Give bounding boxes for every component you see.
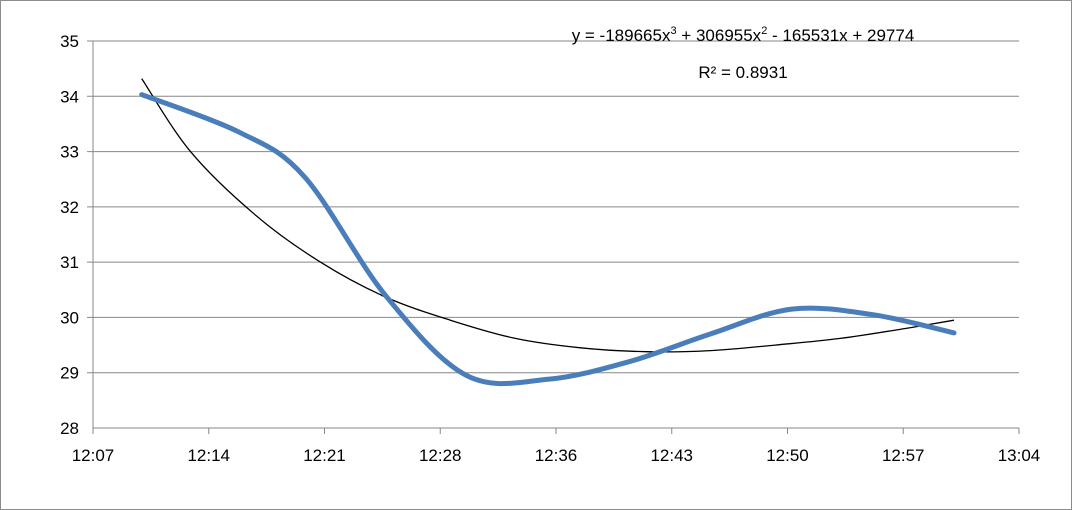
x-tick-label: 12:50 (766, 446, 809, 465)
x-tick-label: 12:14 (187, 446, 230, 465)
data-point (384, 294, 386, 296)
data-series (139, 92, 957, 387)
series-line-0 (139, 92, 957, 387)
y-tick-label: 31 (60, 253, 79, 272)
trendline-path (141, 78, 955, 353)
y-tick-label: 32 (60, 198, 79, 217)
data-point (872, 314, 874, 316)
x-tick-label: 12:28 (419, 446, 462, 465)
y-tick-labels: 28 29 30 31 32 33 34 35 (60, 32, 79, 438)
data-point (953, 332, 955, 334)
data-point (709, 333, 711, 335)
x-tick-label: 12:07 (72, 446, 115, 465)
trendline (141, 78, 955, 353)
x-tick-label: 12:43 (650, 446, 693, 465)
x-tick-label: 12:57 (882, 446, 925, 465)
data-point (303, 175, 305, 177)
x-tick-label: 12:36 (535, 446, 578, 465)
data-point (238, 131, 240, 133)
y-tick-label: 35 (60, 32, 79, 51)
x-tick-label: 12:21 (303, 446, 346, 465)
x-tick-labels: 12:07 12:14 12:21 12:28 12:36 12:43 12:50 12:57… (72, 446, 1041, 465)
data-point (628, 361, 630, 363)
gridlines (87, 40, 1019, 374)
data-point (791, 308, 793, 310)
y-tick-label: 33 (60, 143, 79, 162)
y-tick-label: 29 (60, 364, 79, 383)
data-point (466, 374, 468, 376)
y-tick-label: 28 (60, 419, 79, 438)
r-squared-label: R² = 0.8931 (698, 63, 787, 82)
trendline-annotation: y = -189665x3 + 306955x2 - 165531x + 297… (572, 25, 915, 82)
y-tick-label: 30 (60, 308, 79, 327)
x-tick-label: 13:04 (998, 446, 1041, 465)
data-point (141, 94, 143, 96)
axes (92, 41, 1020, 434)
trendline-equation: y = -189665x3 + 306955x2 - 165531x + 297… (572, 25, 915, 45)
y-tick-label: 34 (60, 87, 79, 106)
data-point (547, 378, 549, 380)
